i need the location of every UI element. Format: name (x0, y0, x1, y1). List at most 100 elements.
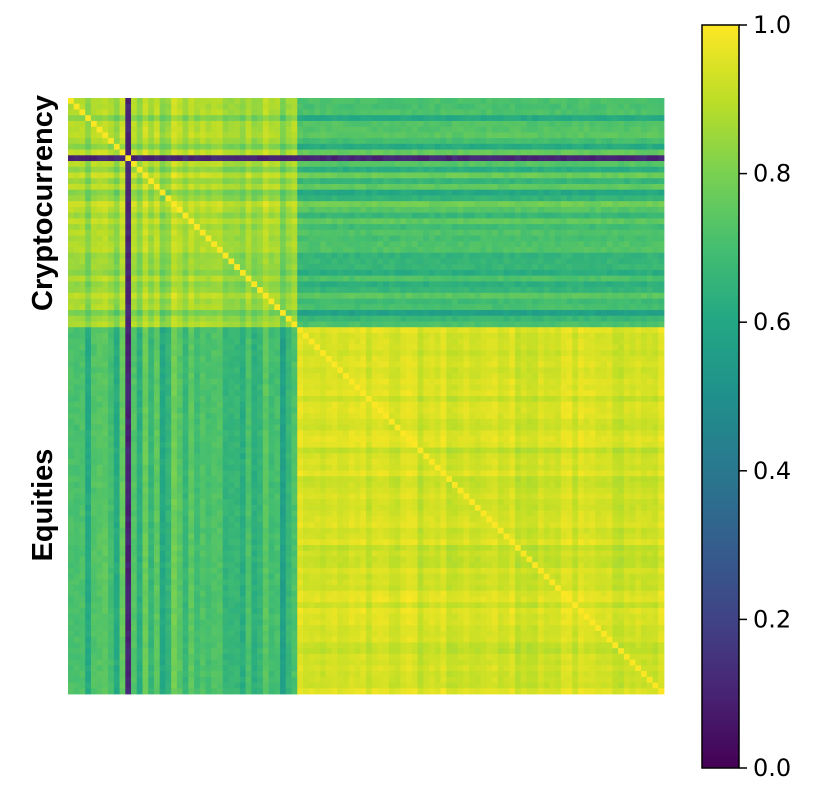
heatmap-cell (297, 338, 304, 345)
heatmap-cell (377, 115, 384, 122)
heatmap-cell (646, 189, 653, 196)
heatmap-cell (515, 252, 522, 259)
heatmap-cell (90, 103, 98, 110)
heatmap-cell (388, 281, 396, 288)
heatmap-cell (354, 264, 361, 271)
heatmap-cell (371, 183, 378, 191)
heatmap-cell (469, 269, 476, 277)
heatmap-cell (469, 189, 476, 196)
heatmap-cell (302, 332, 310, 340)
heatmap-cell (509, 206, 516, 214)
heatmap-cell (337, 161, 344, 168)
heatmap-cell (486, 298, 493, 305)
heatmap-cell (371, 132, 378, 139)
heatmap-cell (205, 120, 212, 128)
heatmap-cell (182, 161, 189, 168)
heatmap-cell (262, 275, 269, 282)
heatmap-cell (526, 344, 533, 351)
heatmap-cell (331, 247, 338, 254)
heatmap-cell (469, 201, 476, 208)
heatmap-cell (549, 201, 556, 208)
heatmap-cell (136, 178, 143, 185)
heatmap-cell (463, 287, 470, 294)
heatmap-cell (434, 247, 441, 254)
heatmap-cell (194, 247, 201, 254)
heatmap-cell (199, 195, 206, 202)
heatmap-cell (388, 287, 396, 294)
heatmap-cell (463, 344, 470, 351)
heatmap-cell (595, 189, 602, 196)
heatmap-cell (492, 264, 499, 271)
heatmap-cell (320, 292, 327, 299)
heatmap-cell (239, 155, 247, 162)
heatmap-cell (595, 195, 602, 202)
heatmap-cell (652, 287, 659, 294)
heatmap-cell (469, 149, 476, 156)
heatmap-cell (85, 212, 92, 219)
heatmap-cell (331, 138, 338, 145)
heatmap-cell (520, 229, 527, 236)
heatmap-cell (136, 310, 143, 317)
heatmap-cell (142, 155, 149, 162)
heatmap-cell (446, 115, 453, 122)
heatmap-cell (285, 155, 292, 162)
heatmap-cell (165, 103, 172, 110)
heatmap-cell (274, 109, 281, 116)
heatmap-cell (297, 327, 304, 334)
heatmap-cell (142, 281, 149, 288)
heatmap-cell (486, 281, 493, 288)
heatmap-cell (274, 183, 281, 191)
heatmap-cell (520, 252, 527, 259)
heatmap-cell (348, 304, 355, 311)
heatmap-cell (343, 98, 350, 105)
heatmap-cell (417, 161, 424, 168)
heatmap-cell (125, 310, 132, 317)
heatmap-cell (331, 166, 338, 173)
heatmap-cell (194, 189, 201, 196)
heatmap-cell (371, 310, 378, 317)
heatmap-cell (526, 304, 533, 311)
heatmap-cell (136, 355, 143, 363)
heatmap-cell (85, 344, 92, 351)
heatmap-cell (131, 138, 138, 145)
heatmap-cell (646, 109, 653, 116)
heatmap-cell (274, 143, 281, 150)
heatmap-cell (325, 310, 333, 317)
heatmap-cell (251, 183, 258, 191)
heatmap-cell (388, 126, 396, 133)
heatmap-cell (537, 126, 545, 133)
heatmap-cell (606, 321, 613, 328)
heatmap-cell (583, 315, 590, 322)
heatmap-cell (68, 361, 75, 368)
heatmap-cell (102, 247, 109, 254)
heatmap-cell (228, 189, 235, 196)
heatmap-cell (440, 315, 447, 322)
heatmap-cell (383, 344, 390, 351)
heatmap-cell (566, 344, 573, 351)
heatmap-cell (280, 166, 287, 173)
heatmap-cell (469, 98, 476, 105)
heatmap-cell (440, 98, 447, 105)
heatmap-cell (348, 195, 355, 202)
heatmap-cell (463, 138, 470, 145)
heatmap-cell (589, 155, 596, 162)
heatmap-cell (520, 126, 527, 133)
heatmap-cell (560, 201, 567, 208)
heatmap-cell (360, 321, 367, 328)
heatmap-cell (543, 218, 550, 225)
heatmap-cell (194, 115, 201, 122)
heatmap-cell (337, 109, 344, 116)
heatmap-cell (354, 224, 361, 231)
heatmap-cell (142, 332, 149, 340)
heatmap-cell (503, 235, 510, 242)
heatmap-cell (291, 252, 298, 259)
heatmap-cell (503, 264, 510, 271)
heatmap-cell (537, 172, 545, 179)
heatmap-cell (578, 332, 585, 340)
heatmap-cell (96, 344, 103, 351)
heatmap-cell (331, 149, 338, 156)
heatmap-cell (543, 269, 550, 277)
heatmap-cell (222, 235, 229, 242)
heatmap-cell (549, 195, 556, 202)
heatmap-cell (537, 327, 545, 334)
